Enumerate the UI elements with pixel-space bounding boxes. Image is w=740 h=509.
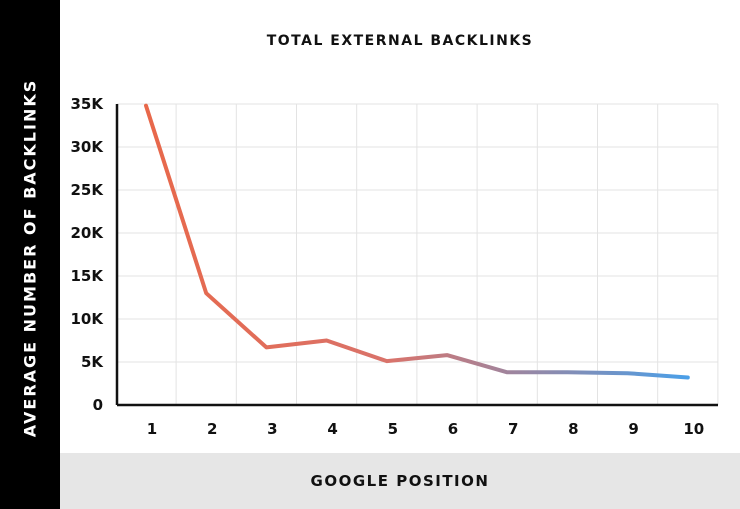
- x-tick-label: 8: [568, 420, 578, 438]
- x-tick-label: 2: [207, 420, 217, 438]
- y-tick-label: 20K: [71, 224, 105, 242]
- y-tick-label: 15K: [71, 267, 105, 285]
- x-tick-label: 7: [508, 420, 518, 438]
- x-axis-label: GOOGLE POSITION: [310, 472, 490, 490]
- x-tick-label: 9: [628, 420, 638, 438]
- x-tick-label: 10: [683, 420, 704, 438]
- y-axis-label-band: AVERAGE NUMBER OF BACKLINKS: [0, 0, 60, 509]
- y-tick-labels: 0 5K 10K 15K 20K 25K 30K 35K: [71, 95, 105, 414]
- y-tick-label: 30K: [71, 138, 105, 156]
- x-tick-label: 5: [388, 420, 398, 438]
- x-tick-label: 3: [267, 420, 277, 438]
- x-axis-label-band: GOOGLE POSITION: [60, 453, 740, 509]
- x-tick-labels: 1 2 3 4 5 6 7 8 9 10: [147, 420, 704, 438]
- y-tick-label: 25K: [71, 181, 105, 199]
- x-tick-label: 6: [448, 420, 458, 438]
- y-tick-label: 10K: [71, 310, 105, 328]
- axes: [115, 104, 718, 407]
- y-tick-label: 35K: [71, 95, 105, 113]
- series-line: [144, 103, 690, 380]
- chart-title: TOTAL EXTERNAL BACKLINKS: [266, 33, 534, 49]
- x-tick-label: 4: [327, 420, 337, 438]
- x-tick-label: 1: [147, 420, 157, 438]
- y-tick-label: 5K: [81, 353, 104, 371]
- y-tick-label: 0: [93, 396, 103, 414]
